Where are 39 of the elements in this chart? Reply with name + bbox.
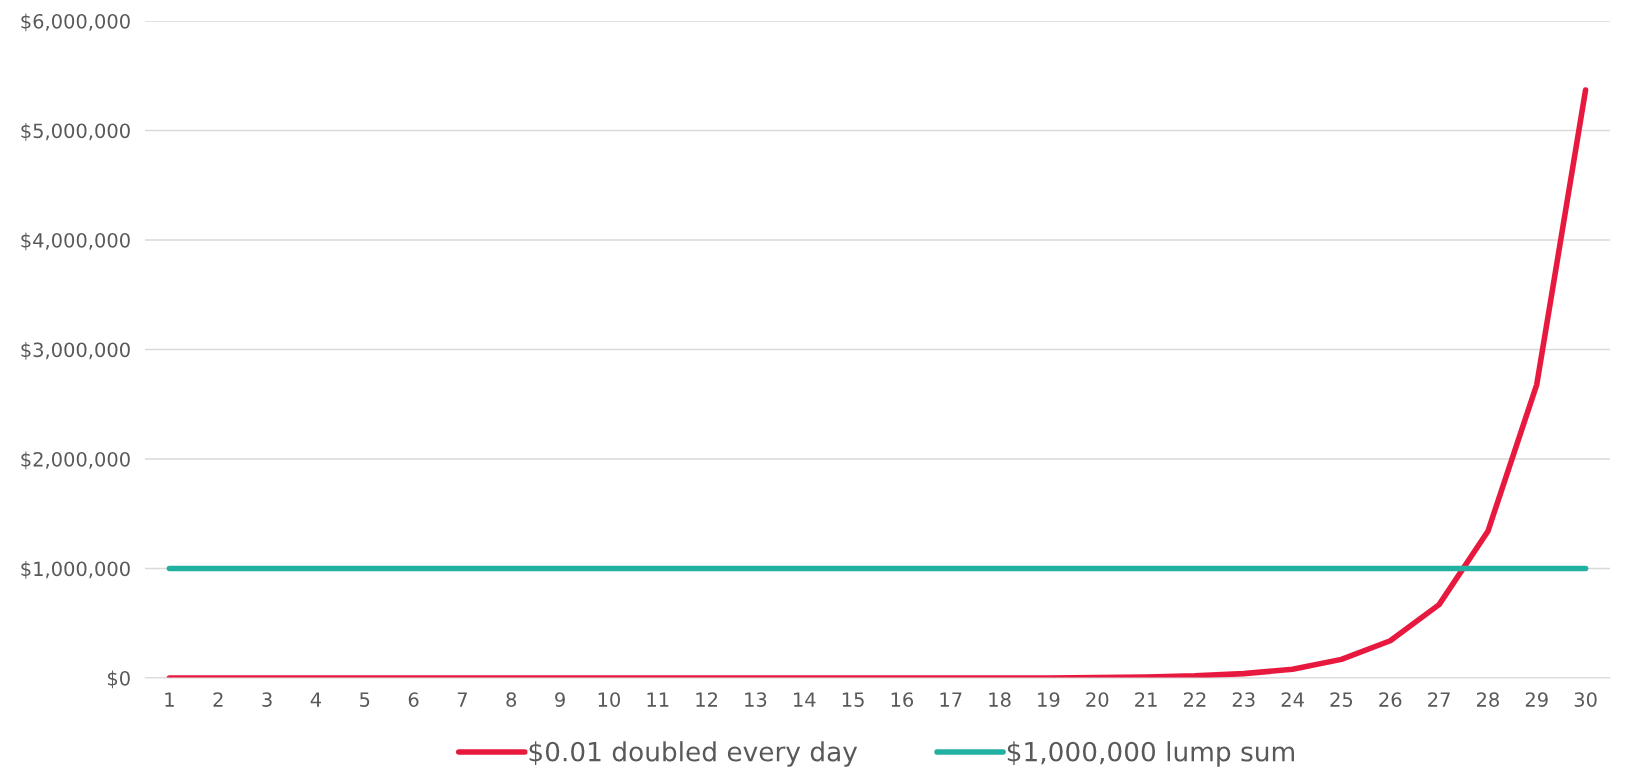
x-tick-label: 7 — [457, 692, 467, 707]
y-tick-label: $4,000,000 — [21, 232, 130, 251]
x-tick-label: 24 — [1281, 692, 1304, 707]
x-tick-label: 22 — [1183, 692, 1206, 707]
x-tick-label: 25 — [1330, 692, 1353, 707]
y-tick-label: $1,000,000 — [21, 561, 130, 579]
x-tick-label: 28 — [1476, 692, 1499, 707]
x-tick-label: 30 — [1574, 692, 1597, 707]
x-tick-label: 9 — [555, 692, 565, 707]
x-tick-label: 26 — [1379, 692, 1402, 707]
y-tick-label: $3,000,000 — [21, 342, 130, 360]
x-tick-label: 12 — [696, 692, 718, 707]
x-tick-label: 17 — [940, 692, 962, 707]
x-tick-label: 2 — [213, 692, 223, 707]
x-tick-label: 15 — [842, 692, 864, 707]
y-tick-label: $5,000,000 — [21, 123, 130, 141]
x-tick-label: 23 — [1232, 692, 1255, 707]
x-tick-label: 18 — [989, 692, 1011, 707]
legend-label: $1,000,000 lump sum — [1007, 741, 1294, 767]
y-tick-label: $6,000,000 — [21, 13, 130, 32]
x-tick-label: 8 — [506, 692, 517, 707]
x-tick-label: 6 — [408, 692, 419, 707]
x-tick-label: 13 — [745, 692, 767, 707]
x-tick-label: 16 — [891, 692, 914, 707]
x-tick-label: 20 — [1086, 692, 1109, 707]
x-tick-label: 27 — [1428, 692, 1450, 707]
x-tick-label: 11 — [647, 692, 669, 707]
x-tick-label: 14 — [794, 692, 816, 707]
x-tick-label: 10 — [598, 692, 620, 707]
y-tick-label: $2,000,000 — [21, 451, 130, 470]
x-tick-label: 21 — [1135, 692, 1157, 707]
x-tick-label: 1 — [165, 692, 174, 707]
x-tick-label: 5 — [360, 692, 370, 707]
x-tick-label: 4 — [310, 692, 322, 707]
x-tick-label: 29 — [1525, 692, 1548, 707]
y-tick-label: $0 — [107, 670, 130, 689]
legend-label: $0.01 doubled every day — [529, 741, 858, 767]
x-tick-label: 3 — [262, 692, 272, 707]
x-tick-label: 19 — [1038, 692, 1060, 707]
